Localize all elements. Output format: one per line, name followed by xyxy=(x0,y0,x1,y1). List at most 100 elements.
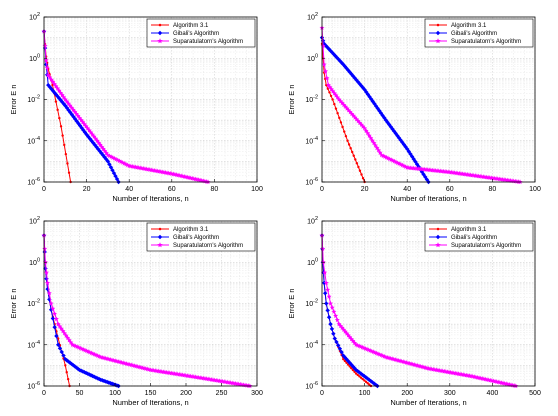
data-point xyxy=(114,176,120,182)
data-point xyxy=(60,99,65,105)
data-point xyxy=(331,98,334,101)
data-point xyxy=(368,96,374,102)
y-tick-label: 102 xyxy=(29,216,40,226)
data-point xyxy=(46,82,51,88)
data-point xyxy=(57,337,60,340)
x-tick-label: 100 xyxy=(359,390,371,397)
data-point xyxy=(87,136,93,141)
legend: Algorithm 3.1 Gibali's Algorithm Suparatul… xyxy=(146,222,256,252)
data-point xyxy=(331,309,337,314)
y-tick-label: 100 xyxy=(29,257,40,267)
legend: Algorithm 3.1 Gibali's Algorithm Suparatul… xyxy=(146,18,256,48)
y-tick-label: 102 xyxy=(29,12,40,22)
y-axis-label: Error E n xyxy=(9,288,18,318)
grid-lines xyxy=(43,17,258,183)
data-point xyxy=(45,280,51,285)
data-point xyxy=(47,84,53,90)
data-point xyxy=(398,137,403,143)
data-point xyxy=(44,65,50,70)
data-point xyxy=(323,68,329,74)
x-tick-label: 200 xyxy=(180,390,192,397)
data-point xyxy=(322,269,328,275)
legend-marker xyxy=(436,23,440,27)
data-point xyxy=(56,342,61,347)
data-point xyxy=(43,62,49,67)
data-point xyxy=(328,300,333,306)
data-point xyxy=(56,96,62,101)
data-point xyxy=(354,372,358,375)
data-point xyxy=(113,173,118,179)
x-tick-label: 100 xyxy=(529,186,541,193)
legend-marker xyxy=(435,242,441,248)
legend-marker xyxy=(157,30,163,36)
x-tick-label: 100 xyxy=(109,390,121,397)
data-point xyxy=(337,346,343,351)
x-tick-label: 500 xyxy=(529,390,541,397)
y-tick-label: 10-2 xyxy=(27,95,40,105)
data-point xyxy=(325,287,331,292)
data-point xyxy=(46,290,52,296)
data-point xyxy=(350,366,353,370)
data-point xyxy=(354,158,357,161)
data-point xyxy=(65,371,68,374)
x-tick-label: 60 xyxy=(168,186,176,193)
data-point xyxy=(335,343,341,348)
data-point xyxy=(74,119,79,124)
y-tick-label: 100 xyxy=(29,53,40,63)
x-tick-label: 250 xyxy=(216,390,228,397)
data-point xyxy=(328,91,331,94)
data-point xyxy=(53,316,59,322)
data-point xyxy=(329,94,333,98)
data-point xyxy=(326,87,330,90)
data-point xyxy=(365,92,371,97)
data-point xyxy=(341,62,346,67)
data-point xyxy=(331,331,336,336)
data-point xyxy=(345,361,348,364)
data-point xyxy=(348,365,351,368)
data-point xyxy=(66,162,69,165)
data-point xyxy=(107,162,112,167)
data-point xyxy=(43,57,49,63)
data-point xyxy=(344,134,348,138)
data-point xyxy=(324,75,330,81)
data-point xyxy=(63,143,66,147)
data-point xyxy=(48,300,54,306)
data-point xyxy=(339,121,343,124)
data-point xyxy=(111,170,117,176)
data-point xyxy=(343,359,347,363)
x-tick-label: 400 xyxy=(487,390,499,397)
data-point xyxy=(358,375,361,378)
data-point xyxy=(357,165,360,169)
y-tick-label: 10-6 xyxy=(27,381,40,391)
data-point xyxy=(328,48,333,53)
data-point xyxy=(67,171,71,174)
legend-marker xyxy=(158,227,162,231)
data-point xyxy=(361,177,365,180)
data-point xyxy=(323,280,329,285)
data-point xyxy=(338,116,341,120)
y-tick-label: 10-6 xyxy=(305,177,318,187)
data-point xyxy=(85,371,90,376)
data-point xyxy=(333,313,339,318)
data-point xyxy=(368,383,371,386)
series-suparatulatorn-s-algorithm xyxy=(319,232,519,389)
data-point xyxy=(61,134,64,137)
data-point xyxy=(336,112,339,115)
data-point xyxy=(334,339,339,345)
legend-label: Gibali's Algorithm xyxy=(451,31,497,37)
data-point xyxy=(50,316,56,321)
data-point xyxy=(343,130,346,133)
data-point xyxy=(359,376,363,379)
data-point xyxy=(64,105,70,111)
data-point xyxy=(69,112,75,117)
legend-label: Algorithm 3.1 xyxy=(173,23,209,29)
data-point xyxy=(361,377,364,381)
y-tick-label: 102 xyxy=(307,216,318,226)
data-point xyxy=(64,152,68,156)
data-point xyxy=(356,373,359,377)
legend-marker xyxy=(435,234,441,240)
y-tick-label: 10-6 xyxy=(305,381,318,391)
data-point xyxy=(50,306,56,311)
data-point xyxy=(321,61,327,67)
x-tick-label: 20 xyxy=(83,186,91,193)
